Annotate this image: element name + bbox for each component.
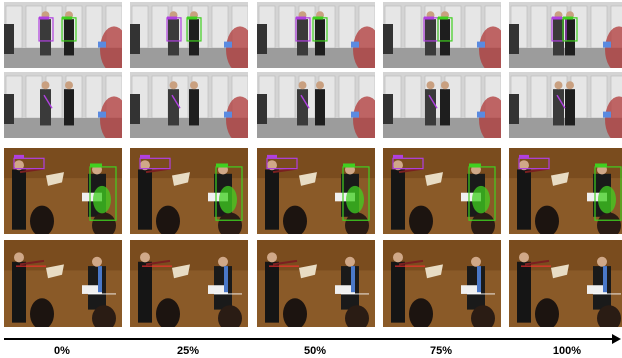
progress-label-100: 100% (552, 345, 582, 357)
arrow-right-icon (4, 334, 621, 344)
video-frame-r3-c1 (130, 240, 248, 327)
frame-image (257, 240, 375, 327)
progress-label-50: 50% (303, 345, 327, 357)
frame-image (130, 148, 248, 234)
frame-image (4, 2, 122, 68)
frame-image (383, 2, 501, 68)
progress-label-25: 25% (176, 345, 200, 357)
frame-image (509, 240, 622, 327)
video-frame-r2-c3 (383, 148, 501, 234)
progress-label-0: 0% (54, 345, 70, 357)
video-frame-r3-c3 (383, 240, 501, 327)
video-frame-r2-c2 (257, 148, 375, 234)
frame-image (509, 148, 622, 234)
video-frame-r1-c1 (130, 72, 248, 138)
frame-image (257, 2, 375, 68)
frame-image (130, 2, 248, 68)
frame-image (509, 2, 622, 68)
frame-image (130, 240, 248, 327)
frame-grid (4, 2, 622, 327)
progress-label-75: 75% (429, 345, 453, 357)
video-frame-r1-c4 (509, 72, 622, 138)
video-frame-r2-c0 (4, 148, 122, 234)
frame-image (4, 240, 122, 327)
video-frame-r1-c3 (383, 72, 501, 138)
video-frame-r1-c0 (4, 72, 122, 138)
video-frame-r1-c2 (257, 72, 375, 138)
progress-axis: 0% 25% 50% 75% 100% (0, 333, 622, 358)
video-frame-r2-c4 (509, 148, 622, 234)
frame-image (257, 72, 375, 138)
video-frame-r2-c1 (130, 148, 248, 234)
frame-image (509, 72, 622, 138)
frame-image (4, 148, 122, 234)
video-frame-r0-c0 (4, 2, 122, 68)
video-frame-r3-c4 (509, 240, 622, 327)
video-frame-r0-c1 (130, 2, 248, 68)
frame-image (257, 148, 375, 234)
frame-image (383, 72, 501, 138)
frame-image (130, 72, 248, 138)
video-frame-r0-c2 (257, 2, 375, 68)
video-frame-r0-c4 (509, 2, 622, 68)
frame-image (383, 240, 501, 327)
video-frame-r0-c3 (383, 2, 501, 68)
frame-image (4, 72, 122, 138)
frame-image (383, 148, 501, 234)
video-frame-r3-c0 (4, 240, 122, 327)
video-frame-r3-c2 (257, 240, 375, 327)
